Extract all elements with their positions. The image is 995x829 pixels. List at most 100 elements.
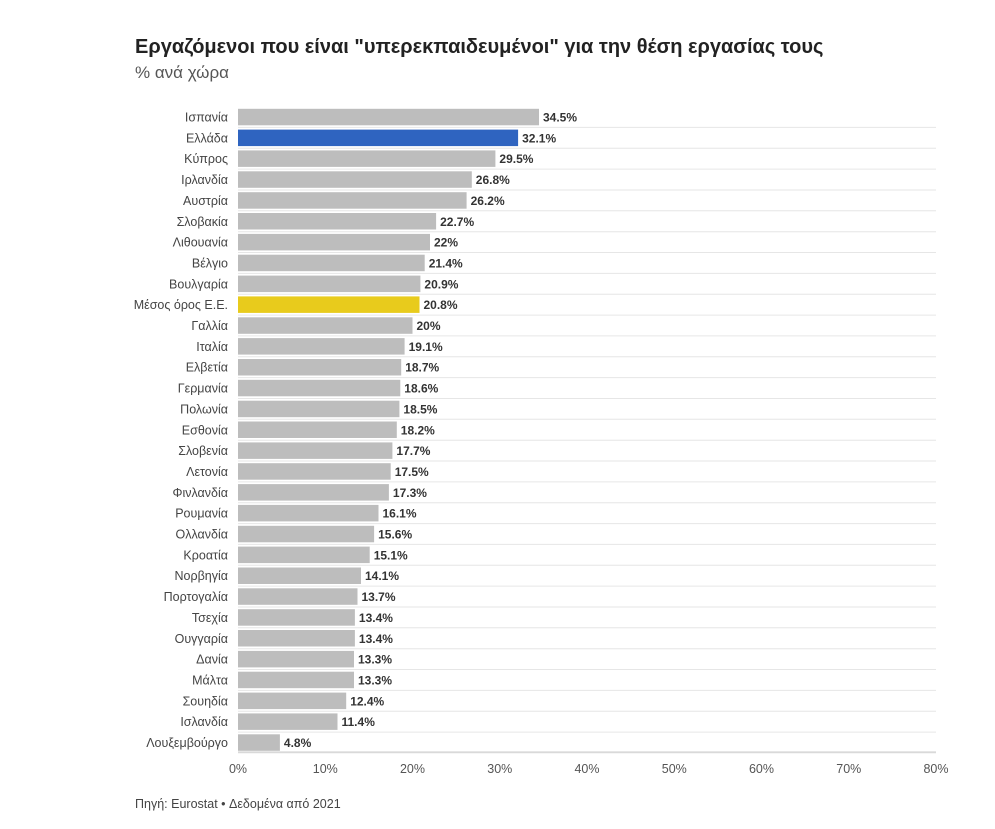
category-label: Ιταλία	[196, 340, 228, 354]
bar	[238, 171, 472, 188]
bar	[238, 254, 425, 272]
bar	[238, 192, 467, 209]
value-label: 20.8%	[424, 298, 458, 312]
value-label: 32.1%	[522, 131, 556, 145]
value-label: 13.3%	[358, 674, 392, 688]
bar	[238, 734, 280, 751]
value-label: 29.5%	[499, 152, 533, 166]
chart-subtitle: % ανά χώρα	[135, 63, 229, 82]
x-tick-label: 80%	[923, 762, 948, 776]
bar	[238, 129, 519, 147]
value-label: 15.6%	[378, 528, 412, 542]
bar	[238, 233, 430, 251]
bar	[238, 379, 401, 397]
bar	[238, 213, 437, 230]
category-label: Πορτογαλία	[164, 590, 228, 604]
bar	[238, 609, 355, 626]
category-label: Εσθονία	[182, 423, 228, 437]
category-label: Ουγγαρία	[175, 632, 228, 646]
category-label: Φινλανδία	[173, 486, 229, 500]
grid-lines	[238, 126, 936, 754]
category-label: Σουηδία	[183, 694, 228, 708]
value-labels: 34.5% 32.1% 29.5% 26.8% 26.2% 22.7% 22% 21.4% 20…	[284, 111, 577, 751]
category-label: Σλοβακία	[177, 215, 228, 229]
value-label: 18.7%	[405, 361, 439, 375]
bar	[238, 150, 496, 167]
bar	[238, 400, 400, 418]
value-label: 22.7%	[440, 215, 474, 229]
category-label: Ισπανία	[185, 111, 228, 125]
category-label: Γαλλία	[191, 319, 228, 333]
bar	[238, 567, 361, 584]
x-tick-label: 20%	[400, 762, 425, 776]
bar	[238, 421, 397, 438]
x-tick-label: 70%	[836, 762, 861, 776]
bar	[238, 338, 405, 355]
x-tick-label: 30%	[487, 762, 512, 776]
bar	[238, 463, 391, 480]
x-tick-label: 60%	[749, 762, 774, 776]
value-label: 13.4%	[359, 611, 393, 625]
bar	[238, 525, 375, 543]
category-label: Κύπρος	[184, 152, 228, 166]
x-tick-label: 40%	[574, 762, 599, 776]
value-label: 17.5%	[395, 465, 429, 479]
category-label: Ισλανδία	[180, 715, 228, 729]
category-label: Τσεχία	[192, 611, 228, 625]
x-axis: 0% 10% 20% 30% 40% 50% 60% 70% 80%	[229, 751, 949, 776]
value-label: 18.2%	[401, 423, 435, 437]
value-label: 16.1%	[383, 507, 417, 521]
category-label: Λετονία	[186, 465, 228, 479]
bar	[238, 504, 379, 522]
value-label: 18.5%	[403, 402, 437, 416]
category-label: Λιθουανία	[173, 236, 228, 250]
category-label: Γερμανία	[178, 382, 228, 396]
bar	[238, 275, 421, 293]
value-label: 19.1%	[409, 340, 443, 354]
value-label: 13.7%	[362, 590, 396, 604]
category-label: Βουλγαρία	[169, 277, 228, 291]
category-label: Κροατία	[183, 548, 228, 562]
x-tick-label: 50%	[662, 762, 687, 776]
category-label: Ρουμανία	[175, 507, 228, 521]
category-label: Ιρλανδία	[181, 173, 228, 187]
bar	[238, 546, 370, 564]
value-label: 18.6%	[404, 382, 438, 396]
bar	[238, 713, 338, 730]
category-label: Πολωνία	[180, 402, 228, 416]
value-label: 13.3%	[358, 653, 392, 667]
category-label: Βέλγιο	[192, 257, 228, 271]
source-note: Πηγή: Eurostat • Δεδομένα από 2021	[135, 797, 341, 811]
value-label: 34.5%	[543, 111, 577, 125]
bar	[238, 108, 539, 126]
bar	[238, 442, 393, 459]
value-label: 26.2%	[471, 194, 505, 208]
category-label: Ελλάδα	[186, 131, 228, 145]
bar	[238, 296, 420, 313]
bar	[238, 484, 389, 501]
value-label: 15.1%	[374, 548, 408, 562]
bar	[238, 671, 354, 689]
value-label: 26.8%	[476, 173, 510, 187]
value-label: 17.3%	[393, 486, 427, 500]
chart-title: Εργαζόμενοι που είναι "υπερεκπαιδευμένοι…	[135, 36, 824, 58]
value-label: 22%	[434, 236, 458, 250]
bar	[238, 630, 355, 647]
value-label: 20.9%	[424, 277, 458, 291]
x-tick-label: 0%	[229, 762, 247, 776]
category-label: Μέσος όρος Ε.Ε.	[134, 298, 228, 312]
bar	[238, 650, 354, 668]
category-label: Μάλτα	[192, 674, 228, 688]
category-label: Αυστρία	[183, 194, 228, 208]
category-label: Δανία	[196, 653, 228, 667]
bar	[238, 317, 413, 334]
value-label: 14.1%	[365, 569, 399, 583]
category-label: Σλοβενία	[178, 444, 228, 458]
value-label: 12.4%	[350, 694, 384, 708]
category-label: Νορβηγία	[175, 569, 229, 583]
value-label: 21.4%	[429, 257, 463, 271]
category-label: Λουξεμβούργο	[146, 736, 228, 750]
value-label: 13.4%	[359, 632, 393, 646]
x-tick-label: 10%	[313, 762, 338, 776]
